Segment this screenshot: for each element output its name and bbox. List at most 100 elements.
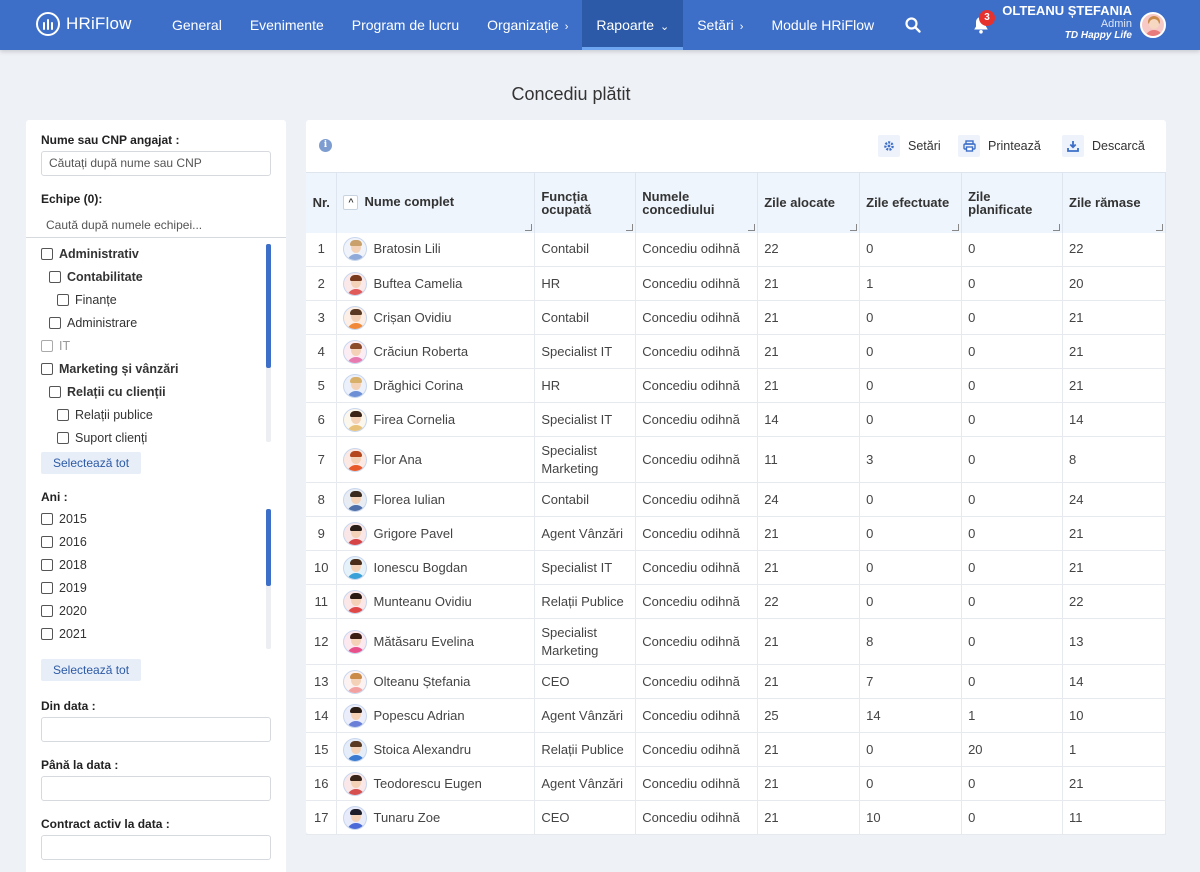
table-row[interactable]: 6 Firea Cornelia Specialist IT Concediu odi… [306,402,1166,437]
cell-name[interactable]: Mătăsaru Evelina [336,618,536,665]
from-date-input[interactable] [41,717,271,742]
col-header-allocated[interactable]: Zile alocate [757,172,861,233]
checkbox-icon[interactable] [57,432,69,444]
checkbox-icon[interactable] [49,271,61,283]
table-row[interactable]: 11 Munteanu Ovidiu Relații Publice Concediu… [306,584,1166,619]
years-scrollbar[interactable] [266,509,271,649]
print-button[interactable]: Printează [958,134,1041,158]
col-header-function[interactable]: Funcția ocupată [534,172,637,233]
years-scrollbar-thumb[interactable] [266,509,271,586]
table-row[interactable]: 15 Stoica Alexandru Relații Publice Concedi… [306,732,1166,767]
year-checkbox[interactable]: 2016 [41,535,87,549]
year-checkbox[interactable]: 2019 [41,581,87,595]
cell-name[interactable]: Buftea Camelia [336,266,536,301]
cell-name[interactable]: Popescu Adrian [336,698,536,733]
nav-item-6[interactable]: Setări › [683,0,757,50]
checkbox-icon[interactable] [41,628,53,640]
to-date-input[interactable] [41,776,271,801]
year-checkbox[interactable]: 2015 [41,512,87,526]
team-checkbox[interactable]: IT [41,339,70,353]
sort-asc-icon[interactable]: ^ [343,195,359,211]
cell-name[interactable]: Firea Cornelia [336,402,536,437]
team-checkbox[interactable]: Marketing și vânzări [41,362,179,376]
nav-item-1[interactable]: General [158,0,236,50]
table-row[interactable]: 4 Crăciun Roberta Specialist IT Concediu od… [306,334,1166,369]
col-header-nr[interactable]: Nr. [306,172,338,233]
years-select-all-button[interactable]: Selectează tot [41,659,142,681]
checkbox-icon[interactable] [57,409,69,421]
teams-scrollbar[interactable] [266,244,271,442]
cell-name[interactable]: Bratosin Lili [336,232,536,267]
table-row[interactable]: 1 Bratosin Lili Contabil Concediu odihnă 22 0… [306,232,1166,267]
col-header-remaining[interactable]: Zile rămase [1062,172,1166,233]
table-row[interactable]: 12 Mătăsaru Evelina Specialist Marketing Co… [306,618,1166,665]
cell-name[interactable]: Flor Ana [336,436,536,483]
download-button[interactable]: Descarcă [1062,134,1145,158]
col-header-done[interactable]: Zile efectuate [859,172,963,233]
col-header-name[interactable]: ^ Nume complet [336,172,536,233]
cell-name[interactable]: Crăciun Roberta [336,334,536,369]
table-row[interactable]: 10 Ionescu Bogdan Specialist IT Concediu od… [306,550,1166,585]
checkbox-icon[interactable] [49,386,61,398]
cell-name[interactable]: Teodorescu Eugen [336,766,536,801]
cell-name[interactable]: Drăghici Corina [336,368,536,403]
nav-item-4[interactable]: Organizație › [473,0,582,50]
cell-name[interactable]: Tunaru Zoe [336,800,536,835]
resize-handle-icon[interactable] [525,223,533,231]
team-checkbox[interactable]: Relații publice [57,408,153,422]
table-row[interactable]: 2 Buftea Camelia HR Concediu odihnă 21 1 0 20 [306,266,1166,301]
checkbox-icon[interactable] [41,605,53,617]
resize-handle-icon[interactable] [748,223,756,231]
nav-item-2[interactable]: Evenimente [236,0,338,50]
app-logo[interactable]: HRiFlow [36,12,132,36]
user-menu[interactable]: OLTEANU ȘTEFANIA Admin TD Happy Life [1002,3,1132,41]
team-checkbox[interactable]: Finanțe [57,293,117,307]
contract-date-input[interactable] [41,835,271,860]
table-row[interactable]: 16 Teodorescu Eugen Agent Vânzări Concediu … [306,766,1166,801]
team-checkbox[interactable]: Suport clienți [57,431,147,445]
teams-scrollbar-thumb[interactable] [266,244,271,368]
resize-handle-icon[interactable] [1156,223,1163,231]
nav-item-3[interactable]: Program de lucru [338,0,473,50]
cell-name[interactable]: Crișan Ovidiu [336,300,536,335]
table-row[interactable]: 17 Tunaru Zoe CEO Concediu odihnă 21 10 0 11 [306,800,1166,835]
table-row[interactable]: 13 Olteanu Ștefania CEO Concediu odihnă 21 7 0… [306,664,1166,699]
year-checkbox[interactable]: 2021 [41,627,87,641]
info-icon[interactable]: i [319,139,332,152]
teams-search-input[interactable]: Caută după numele echipei... [26,212,286,238]
checkbox-icon[interactable] [41,340,53,352]
checkbox-icon[interactable] [41,536,53,548]
nav-item-5[interactable]: Rapoarte ⌄ [582,0,684,50]
checkbox-icon[interactable] [41,559,53,571]
table-row[interactable]: 14 Popescu Adrian Agent Vânzări Concediu od… [306,698,1166,733]
table-row[interactable]: 7 Flor Ana Specialist Marketing Concediu od… [306,436,1166,483]
table-row[interactable]: 9 Grigore Pavel Agent Vânzări Concediu odih… [306,516,1166,551]
checkbox-icon[interactable] [41,513,53,525]
search-icon[interactable] [904,16,922,34]
cell-name[interactable]: Grigore Pavel [336,516,536,551]
cell-name[interactable]: Stoica Alexandru [336,732,536,767]
checkbox-icon[interactable] [57,294,69,306]
checkbox-icon[interactable] [41,582,53,594]
resize-handle-icon[interactable] [850,223,858,231]
cell-name[interactable]: Ionescu Bogdan [336,550,536,585]
resize-handle-icon[interactable] [1053,223,1061,231]
settings-button[interactable]: Setări [878,134,941,158]
year-checkbox[interactable]: 2018 [41,558,87,572]
checkbox-icon[interactable] [41,363,53,375]
team-checkbox[interactable]: Relații cu clienții [49,385,166,399]
checkbox-icon[interactable] [41,248,53,260]
cell-name[interactable]: Florea Iulian [336,482,536,517]
employee-search-input[interactable]: Căutați după nume sau CNP [41,151,271,176]
table-row[interactable]: 8 Florea Iulian Contabil Concediu odihnă 24 0… [306,482,1166,517]
col-header-planned[interactable]: Zile planificate [961,172,1064,233]
team-checkbox[interactable]: Administrare [49,316,137,330]
cell-name[interactable]: Olteanu Ștefania [336,664,536,699]
col-header-leave[interactable]: Numele concediului [635,172,759,233]
resize-handle-icon[interactable] [952,223,960,231]
nav-item-7[interactable]: Module HRiFlow [757,0,888,50]
user-avatar[interactable] [1140,12,1166,38]
teams-select-all-button[interactable]: Selectează tot [41,452,142,474]
team-checkbox[interactable]: Contabilitate [49,270,143,284]
checkbox-icon[interactable] [49,317,61,329]
